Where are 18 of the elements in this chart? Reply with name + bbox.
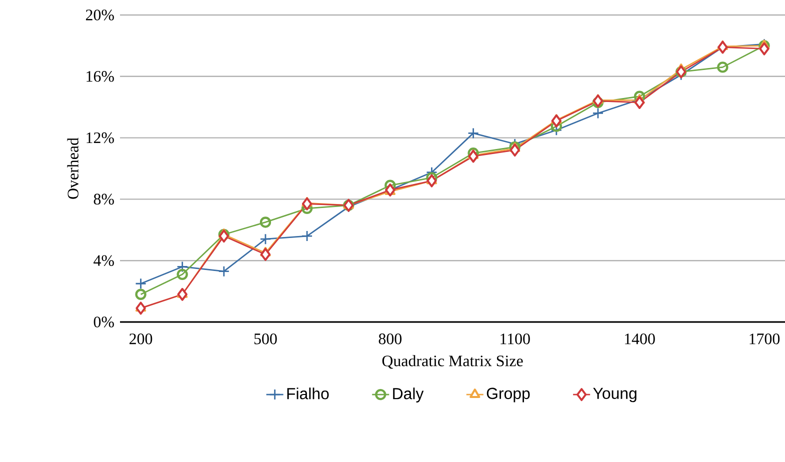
- x-tick-label: 1700: [750, 334, 780, 344]
- legend-label: Fialho: [287, 388, 329, 400]
- y-tick-label: 12%: [86, 132, 114, 144]
- y-tick-label: 4%: [94, 255, 114, 266]
- legend-label: Young: [593, 388, 636, 402]
- x-tick-label: 1100: [500, 334, 530, 344]
- x-tick-label: 1400: [625, 334, 655, 344]
- y-axis-title: Overhead: [67, 138, 78, 199]
- y-tick-label: 8%: [94, 194, 114, 205]
- legend-label: Gropp: [486, 388, 530, 402]
- legend-label: Daly: [393, 388, 424, 402]
- y-tick-label: 20%: [86, 10, 114, 20]
- x-tick-label: 800: [378, 334, 402, 344]
- y-tick-label: 16%: [86, 70, 114, 82]
- x-axis-title: Quadratic Matrix Size: [382, 355, 523, 369]
- x-tick-label: 200: [130, 334, 152, 344]
- x-tick-label: 500: [254, 334, 277, 344]
- y-tick-label: 0%: [94, 316, 114, 328]
